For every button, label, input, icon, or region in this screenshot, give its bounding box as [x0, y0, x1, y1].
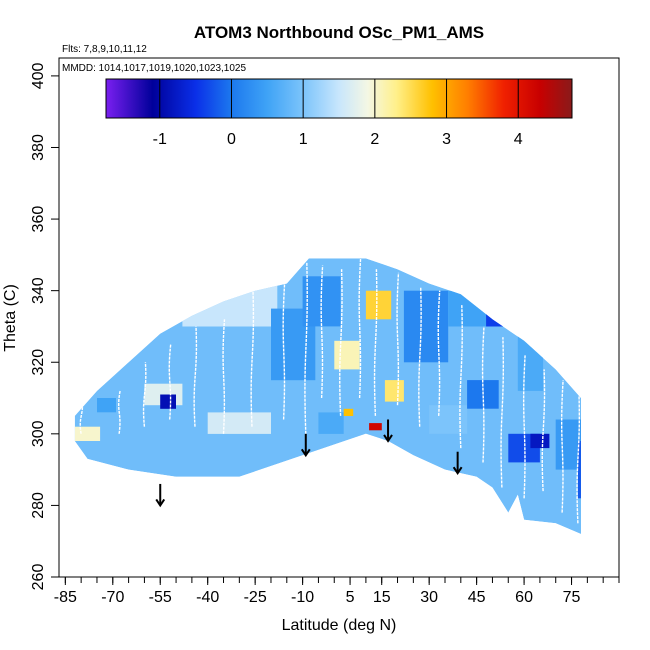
field-patch [555, 419, 581, 470]
field-patch [318, 412, 344, 434]
flight-track [396, 272, 400, 406]
colorbar-tick-label: 1 [299, 131, 308, 148]
flight-track [168, 344, 172, 420]
field-patch [182, 283, 278, 327]
dates-note: MMDD: 1014,1017,1019,1020,1023,1025 [62, 63, 246, 74]
arrow-head [383, 434, 393, 443]
y-axis-label: Theta (C) [2, 284, 19, 352]
flight-track [437, 290, 441, 416]
flight-track [142, 362, 147, 427]
flight-track [560, 380, 564, 513]
y-tick-label: 380 [30, 134, 47, 161]
chart-title: ATOM3 Northbound OSc_PM1_AMS [194, 23, 484, 42]
flight-track [222, 319, 226, 434]
plot-frame [58, 57, 620, 578]
x-tick-label: -85 [54, 589, 77, 606]
y-tick-label: 340 [30, 277, 47, 304]
flight-track [282, 283, 286, 420]
y-tick-label: 280 [30, 492, 47, 519]
field-patch [365, 290, 392, 320]
y-tick-label: 260 [30, 564, 47, 591]
x-tick-label: -10 [291, 589, 314, 606]
x-tick-label: 15 [373, 589, 391, 606]
colorbar-tick-label: 3 [442, 131, 451, 148]
field-patch [97, 398, 116, 413]
flights-note: Flts: 7,8,9,10,11,12 [62, 44, 147, 55]
field-patch [384, 380, 404, 402]
field-patch [517, 333, 544, 391]
field-patch [577, 441, 582, 499]
heatmap-field [74, 258, 582, 534]
flight-track [576, 390, 581, 524]
x-tick-label: -70 [101, 589, 124, 606]
x-tick-label: 75 [563, 589, 581, 606]
x-tick-label: -40 [196, 589, 219, 606]
field-background [74, 258, 582, 534]
colorbar: -1 0 1 2 3 4 [105, 78, 573, 148]
flight-track [320, 265, 324, 399]
arrow-head [300, 448, 311, 458]
field-patch [334, 340, 360, 370]
flight-track [358, 258, 362, 399]
x-tick-label: 60 [515, 589, 533, 606]
field-patch [448, 290, 493, 327]
y-tick-label: 300 [30, 420, 47, 447]
flight-track [304, 261, 308, 434]
flight-track [193, 326, 198, 427]
field-patch [486, 305, 506, 327]
flight-track [373, 269, 378, 416]
field-patch [429, 405, 468, 434]
colorbar-tick-label: 4 [514, 131, 523, 148]
field-patch [343, 408, 354, 416]
field-patch [74, 426, 101, 441]
flight-track [459, 304, 463, 449]
colorbar-tick-label: 2 [370, 131, 379, 148]
flight-tracks [79, 258, 581, 524]
field-patch [403, 290, 449, 363]
x-tick-label: 45 [468, 589, 486, 606]
y-tick-label: 360 [30, 206, 47, 233]
flight-track [339, 269, 343, 416]
colorbar-tick-label: -1 [153, 131, 167, 148]
arrow-head [452, 466, 463, 476]
arrow-markers [155, 419, 463, 508]
field-patch [160, 394, 176, 409]
y-axis: 260 280 300 320 340 360 380 400 [30, 62, 59, 590]
flight-track [522, 355, 526, 499]
x-tick-label: -25 [244, 589, 267, 606]
flight-track [117, 390, 121, 434]
x-axis-label: Latitude (deg N) [282, 617, 397, 634]
flight-track [418, 287, 422, 427]
flight-track [481, 326, 485, 463]
colorbar-ticks: -1 0 1 2 3 4 [153, 79, 523, 148]
x-tick-label: 30 [420, 589, 438, 606]
x-tick-label: -55 [149, 589, 172, 606]
field-patch [530, 433, 550, 449]
field-patch [207, 412, 271, 434]
y-tick-label: 320 [30, 349, 47, 376]
flight-track [541, 369, 546, 492]
y-tick-label: 400 [30, 62, 47, 89]
x-tick-label: 5 [346, 589, 355, 606]
x-axis: -85 -70 -55 -40 -25 -10 5 15 30 45 60 75 [54, 577, 620, 606]
colorbar-tick-label: 0 [227, 131, 236, 148]
flight-track [500, 337, 505, 488]
arrow-head [155, 498, 166, 508]
field-patch [369, 423, 382, 431]
flight-track [250, 290, 255, 427]
colorbar-bar [105, 78, 573, 119]
